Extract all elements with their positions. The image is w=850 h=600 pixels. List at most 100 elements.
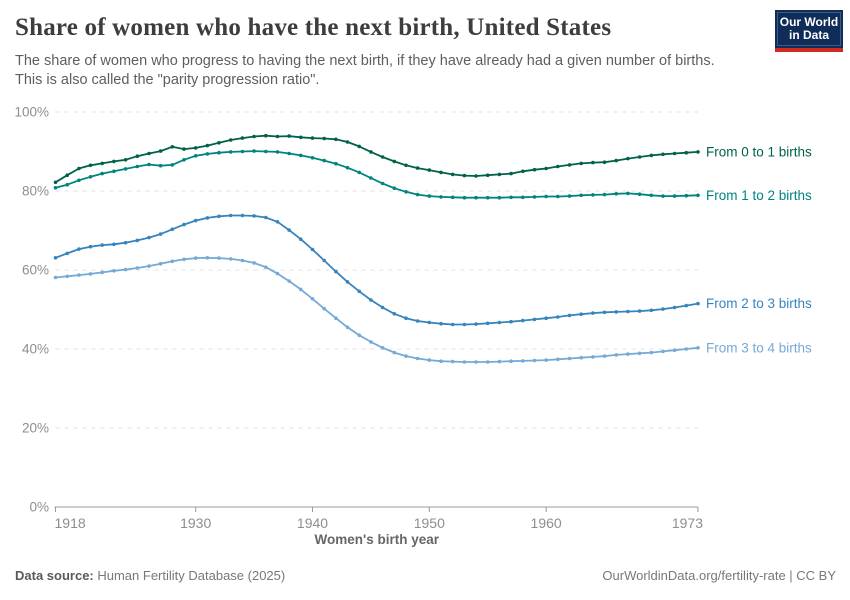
series-label[interactable]: From 3 to 4 births	[706, 340, 812, 355]
data-point	[591, 160, 595, 165]
data-point	[135, 154, 140, 158]
data-point	[193, 154, 198, 158]
data-point	[65, 274, 69, 279]
subtitle-line-1: The share of women who progress to havin…	[15, 53, 715, 69]
data-point	[626, 309, 630, 314]
series-line[interactable]	[55, 134, 699, 184]
data-point	[521, 359, 525, 363]
data-point	[485, 195, 490, 200]
series-label[interactable]: From 0 to 1 births	[706, 144, 812, 159]
data-point	[602, 354, 607, 358]
data-point	[287, 151, 291, 156]
data-point	[696, 150, 700, 154]
data-point	[415, 319, 420, 323]
data-point	[556, 357, 560, 362]
data-point	[497, 172, 502, 177]
data-point	[287, 134, 291, 138]
data-point	[334, 269, 338, 274]
data-point	[228, 138, 233, 142]
data-point	[404, 190, 408, 194]
data-point	[53, 255, 58, 260]
data-point	[380, 181, 385, 186]
data-point	[602, 160, 607, 164]
data-point	[100, 243, 104, 247]
data-point	[264, 149, 268, 154]
owid-logo-line2: in Data	[788, 28, 829, 42]
data-point	[182, 222, 186, 227]
credit-link[interactable]: OurWorldinData.org/fertility-rate | CC B…	[602, 568, 836, 583]
data-point	[112, 159, 116, 164]
series-label[interactable]: From 2 to 3 births	[706, 296, 812, 311]
data-point	[485, 360, 490, 364]
data-point	[193, 256, 198, 260]
data-point	[474, 195, 478, 200]
data-point	[53, 186, 58, 190]
data-point	[532, 195, 537, 199]
data-point	[158, 149, 163, 153]
data-point	[672, 151, 677, 156]
data-point	[404, 316, 408, 321]
series-line[interactable]	[55, 214, 699, 326]
data-point	[334, 161, 338, 166]
data-point	[310, 156, 315, 160]
data-point	[649, 193, 654, 198]
y-tick-label: 100%	[14, 105, 49, 120]
data-source-value: Human Fertility Database (2025)	[93, 568, 286, 583]
data-point	[404, 163, 408, 168]
data-point	[392, 312, 397, 316]
data-point	[509, 171, 513, 176]
series-line[interactable]	[55, 256, 699, 363]
data-point	[53, 275, 58, 280]
data-point	[497, 359, 502, 364]
data-point	[567, 194, 572, 198]
data-point	[672, 305, 677, 310]
data-point	[450, 359, 455, 364]
data-point	[497, 195, 502, 200]
data-point	[182, 158, 186, 162]
data-point	[521, 195, 525, 200]
data-point	[392, 159, 397, 164]
data-point	[544, 316, 548, 321]
data-point	[147, 264, 151, 268]
data-point	[684, 150, 689, 155]
data-point	[626, 352, 630, 356]
series-line[interactable]	[55, 150, 699, 199]
data-point	[427, 320, 432, 325]
y-tick-label: 80%	[22, 184, 49, 199]
data-point	[100, 270, 104, 275]
data-point	[100, 161, 104, 166]
series-label[interactable]: From 1 to 2 births	[706, 188, 812, 203]
data-point	[123, 267, 128, 272]
data-point	[684, 193, 689, 198]
data-point	[228, 213, 233, 218]
data-point	[509, 359, 513, 364]
data-point	[252, 261, 256, 265]
owid-logo[interactable]: Our World in Data	[775, 10, 843, 52]
data-point	[334, 137, 338, 142]
data-point	[252, 214, 256, 218]
chart-subtitle: The share of women who progress to havin…	[15, 52, 765, 90]
data-point	[112, 242, 116, 247]
data-point	[264, 265, 268, 270]
chart-footer: Data source: Human Fertility Database (2…	[15, 568, 836, 583]
data-point	[684, 303, 689, 308]
data-point	[170, 145, 175, 149]
data-point	[217, 256, 221, 260]
data-point	[509, 319, 513, 324]
data-point	[661, 349, 665, 354]
data-point	[357, 333, 362, 338]
y-tick-label: 60%	[22, 263, 49, 278]
data-point	[170, 163, 175, 167]
data-point	[415, 356, 420, 361]
data-point	[672, 194, 677, 198]
data-point	[287, 228, 291, 232]
data-point	[462, 173, 467, 178]
data-point	[217, 141, 221, 145]
data-point	[369, 298, 373, 302]
data-point	[88, 244, 93, 249]
data-point	[485, 321, 490, 326]
data-point	[637, 309, 642, 313]
data-point	[205, 143, 210, 148]
data-point	[392, 350, 397, 355]
data-point	[147, 162, 151, 167]
